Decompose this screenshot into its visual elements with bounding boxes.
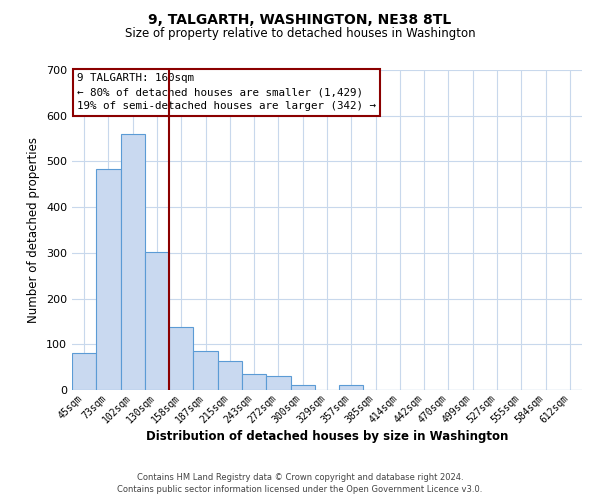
Bar [96,168,121,390]
Bar [218,361,242,390]
Bar [121,134,145,390]
Y-axis label: Number of detached properties: Number of detached properties [28,137,40,323]
Text: 9 TALGARTH: 160sqm
← 80% of detached houses are smaller (1,429)
19% of semi-deta: 9 TALGARTH: 160sqm ← 80% of detached hou… [77,73,376,111]
Bar [242,374,266,390]
X-axis label: Distribution of detached houses by size in Washington: Distribution of detached houses by size … [146,430,508,444]
Bar [266,376,290,390]
Bar [145,252,169,390]
Text: Contains HM Land Registry data © Crown copyright and database right 2024.
Contai: Contains HM Land Registry data © Crown c… [118,472,482,494]
Text: 9, TALGARTH, WASHINGTON, NE38 8TL: 9, TALGARTH, WASHINGTON, NE38 8TL [148,12,452,26]
Bar [169,327,193,390]
Bar [339,384,364,390]
Bar [72,352,96,390]
Bar [290,386,315,390]
Bar [193,351,218,390]
Text: Size of property relative to detached houses in Washington: Size of property relative to detached ho… [125,28,475,40]
